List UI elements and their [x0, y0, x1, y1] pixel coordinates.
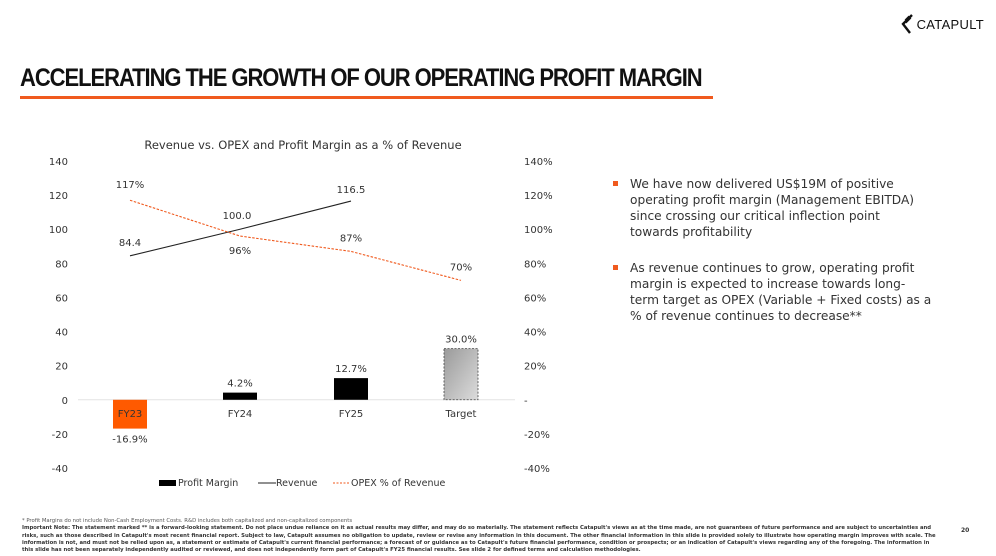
opex-data-label: 117% [116, 180, 145, 191]
catapult-logo: CATAPULT [900, 14, 984, 34]
right-axis-tick-label: 60% [524, 293, 546, 304]
logo-text: CATAPULT [916, 16, 984, 32]
important-note: Important Note: The statement marked ** … [22, 525, 942, 554]
title-underline [20, 96, 713, 99]
bullet-item: As revenue continues to grow, operating … [612, 260, 932, 324]
opex-data-label: 87% [340, 233, 362, 244]
left-axis-tick-label: 80 [55, 259, 68, 270]
legend-label-revenue: Revenue [276, 478, 318, 489]
left-axis-tick-label: -40 [52, 464, 68, 475]
left-axis: 140 120 100 80 60 40 20 0 -20 -40 [49, 157, 68, 475]
legend-label-opex: OPEX % of Revenue [351, 478, 445, 489]
right-axis-tick-label: - [524, 396, 528, 407]
left-axis-tick-label: 60 [55, 293, 68, 304]
revenue-opex-margin-chart: Revenue vs. OPEX and Profit Margin as a … [49, 138, 553, 489]
revenue-line [129, 200, 352, 257]
right-axis-tick-label: 120% [524, 191, 553, 202]
profit-margin-bar [443, 348, 479, 401]
opex-data-label: 96% [229, 246, 251, 257]
category-label: FY24 [228, 409, 253, 420]
profit-margin-bar [334, 378, 368, 400]
left-axis-tick-label: 140 [49, 157, 68, 168]
right-axis-tick-label: 20% [524, 362, 546, 373]
left-axis-tick-label: 40 [55, 328, 68, 339]
important-note-text: The statement marked ** is a forward-loo… [22, 525, 936, 554]
footer-notes: * Profit Margins do not include Non-Cash… [22, 518, 942, 554]
profit-margin-data-label: 4.2% [227, 379, 252, 390]
bullet-text: We have now delivered US$19M of positive… [630, 177, 915, 239]
revenue-data-label: 84.4 [119, 238, 141, 249]
right-axis-tick-label: -40% [524, 464, 550, 475]
important-note-label: Important Note: [22, 525, 71, 532]
category-label: FY23 [118, 409, 143, 420]
chart-title: Revenue vs. OPEX and Profit Margin as a … [144, 138, 461, 152]
right-axis-tick-label: 80% [524, 259, 546, 270]
profit-margin-bar [113, 399, 147, 429]
chart-legend: Profit Margin Revenue OPEX % of Revenue [159, 478, 445, 489]
profit-margin-data-label: 30.0% [445, 335, 477, 346]
right-axis-tick-label: 140% [524, 157, 553, 168]
category-label: FY25 [339, 409, 364, 420]
opex-data-label: 70% [450, 262, 472, 273]
page-title: ACCELERATING THE GROWTH OF OUR OPERATING… [20, 64, 703, 92]
bullet-text: As revenue continues to grow, operating … [630, 261, 932, 323]
right-axis-tick-label: 100% [524, 225, 553, 236]
profit-margin-data-label: 12.7% [335, 364, 367, 375]
left-axis-tick-label: 120 [49, 191, 68, 202]
bullet-square-icon [613, 181, 618, 186]
bullet-square-icon [613, 265, 618, 270]
left-axis-tick-label: 0 [62, 396, 68, 407]
footnote: * Profit Margins do not include Non-Cash… [22, 518, 353, 524]
left-axis-tick-label: 100 [49, 225, 68, 236]
left-axis-tick-label: -20 [52, 430, 68, 441]
page-number: 20 [961, 527, 970, 534]
profit-margin-bars: -16.9% 4.2% 12.7% 30.0% [112, 335, 479, 446]
profit-margin-bar [223, 392, 257, 400]
revenue-data-label: 100.0 [223, 211, 252, 222]
left-axis-tick-label: 20 [55, 362, 68, 373]
right-axis-tick-label: -20% [524, 430, 550, 441]
legend-label-profit-margin: Profit Margin [178, 478, 238, 489]
catapult-logo-icon [900, 14, 913, 34]
revenue-data-label: 116.5 [337, 185, 366, 196]
category-labels: FY23 FY24 FY25 Target [118, 409, 477, 420]
category-label: Target [445, 409, 477, 420]
key-points: We have now delivered US$19M of positive… [612, 176, 932, 344]
profit-margin-data-label: -16.9% [112, 435, 147, 446]
right-axis: 140% 120% 100% 80% 60% 40% 20% - -20% -40% [524, 157, 553, 475]
opex-line [129, 199, 462, 281]
bullet-item: We have now delivered US$19M of positive… [612, 176, 932, 240]
series-lines: 84.4 100.0 116.5 117% 96% 87% 70% [116, 180, 472, 281]
legend-swatch-profit-margin [159, 480, 176, 486]
right-axis-tick-label: 40% [524, 328, 546, 339]
